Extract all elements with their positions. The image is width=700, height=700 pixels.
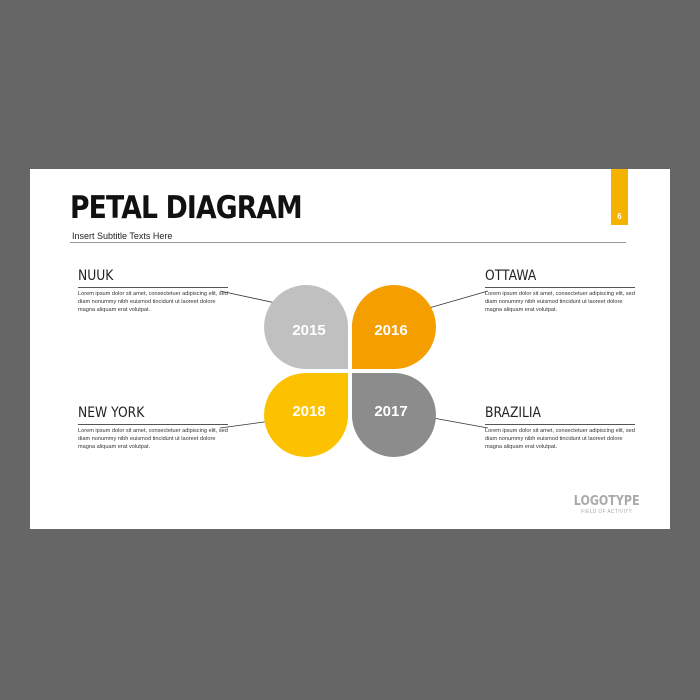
title-divider (70, 242, 626, 243)
petal-year-2015: 2015 (292, 322, 325, 339)
slide: PETAL DIAGRAM Insert Subtitle Texts Here… (30, 169, 670, 529)
logotype: LOGOTYPE FIELD OF ACTIVITY (568, 495, 645, 515)
logo-tagline: FIELD OF ACTIVITY (581, 509, 633, 515)
petal-diagram: 2015 2016 2018 2017 (219, 285, 489, 457)
block-divider (78, 287, 228, 288)
connector-ottawa (421, 290, 489, 311)
city-label-nuuk: NUUK (78, 268, 114, 284)
slide-subtitle: Insert Subtitle Texts Here (72, 231, 173, 241)
block-body-text: Lorem ipsum dolor sit amet, consectetuer… (78, 428, 228, 450)
page-number-tab: 6 (611, 169, 628, 225)
petal-year-2018: 2018 (292, 403, 325, 420)
city-label-new-york: NEW YORK (78, 405, 145, 421)
logo-name: LOGOTYPE (573, 494, 640, 509)
petal-year-2017: 2017 (374, 403, 407, 420)
info-block-ottawa: OTTAWA Lorem ipsum dolor sit amet, conse… (485, 269, 635, 314)
block-divider (485, 287, 635, 288)
petal-top-right (351, 285, 436, 370)
block-body-text: Lorem ipsum dolor sit amet, consectetuer… (78, 291, 228, 313)
block-body-text: Lorem ipsum dolor sit amet, consectetuer… (485, 428, 635, 450)
info-block-brazilia: BRAZILIA Lorem ipsum dolor sit amet, con… (485, 406, 635, 451)
city-label-brazilia: BRAZILIA (485, 405, 541, 421)
block-divider (485, 424, 635, 425)
info-block-new-york: NEW YORK Lorem ipsum dolor sit amet, con… (78, 406, 228, 451)
page-number: 6 (617, 212, 622, 221)
petal-top-left (264, 285, 349, 370)
petal-year-2016: 2016 (374, 322, 407, 339)
petal-bottom-right (351, 372, 436, 457)
petal-bottom-left (264, 372, 349, 457)
block-divider (78, 424, 228, 425)
slide-title: PETAL DIAGRAM (70, 190, 303, 226)
block-body-text: Lorem ipsum dolor sit amet, consectetuer… (485, 291, 635, 313)
city-label-ottawa: OTTAWA (485, 268, 537, 284)
info-block-nuuk: NUUK Lorem ipsum dolor sit amet, consect… (78, 269, 228, 314)
